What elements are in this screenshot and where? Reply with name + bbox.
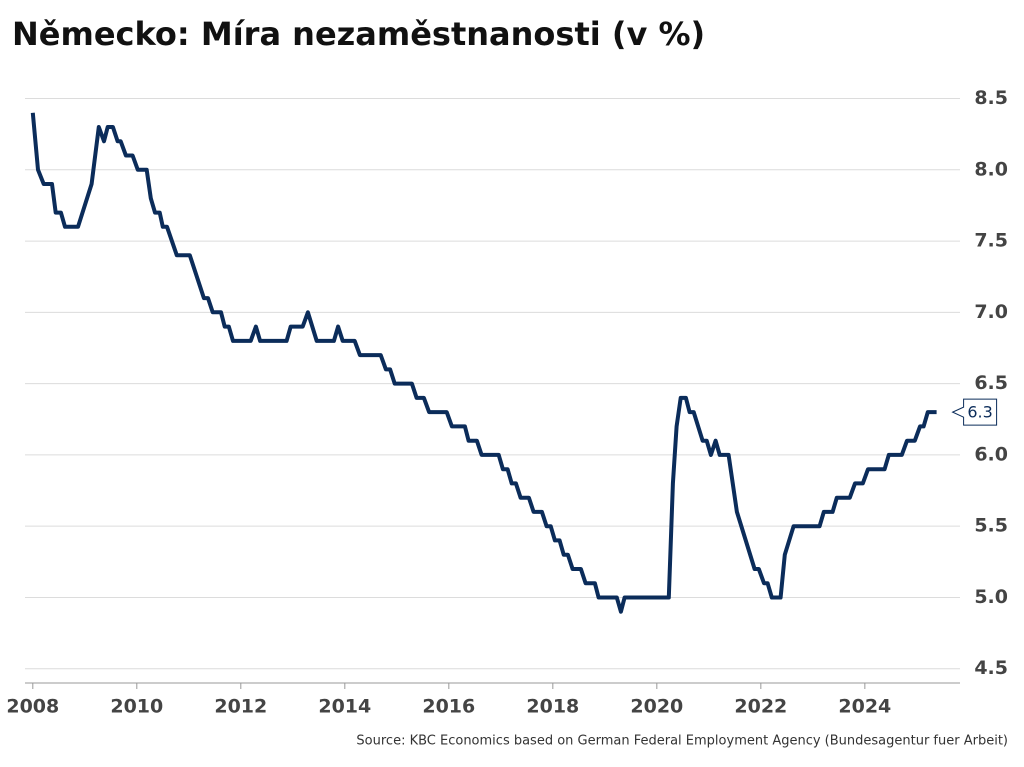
source-note: Source: KBC Economics based on German Fe…	[356, 734, 1008, 749]
y-tick-label: 7.5	[974, 230, 1008, 252]
callout-box	[951, 398, 998, 426]
x-tick-label: 2020	[630, 696, 683, 718]
data-line	[30, 112, 937, 614]
y-tick-label: 4.5	[974, 657, 1008, 679]
chart-title: Německo: Míra nezaměstnanosti (v %)	[12, 15, 705, 53]
y-tick-label: 5.0	[974, 586, 1008, 608]
x-tick-label: 2008	[6, 696, 59, 718]
y-tick-label: 6.0	[974, 443, 1008, 465]
x-tick-label: 2016	[422, 696, 475, 718]
x-tick-label: 2010	[110, 696, 163, 718]
x-tick-label: 2024	[838, 696, 891, 718]
value-label: 6.3	[967, 403, 992, 422]
x-tick-label: 2014	[318, 696, 371, 718]
y-tick-label: 5.5	[974, 515, 1008, 537]
y-tick-label: 6.5	[974, 372, 1008, 394]
y-tick-label: 8.5	[974, 87, 1008, 109]
y-tick-label: 8.0	[974, 158, 1008, 180]
x-tick-label: 2012	[214, 696, 267, 718]
y-tick-label: 7.0	[974, 301, 1008, 323]
x-tick-label: 2018	[526, 696, 579, 718]
x-tick-label: 2022	[734, 696, 787, 718]
